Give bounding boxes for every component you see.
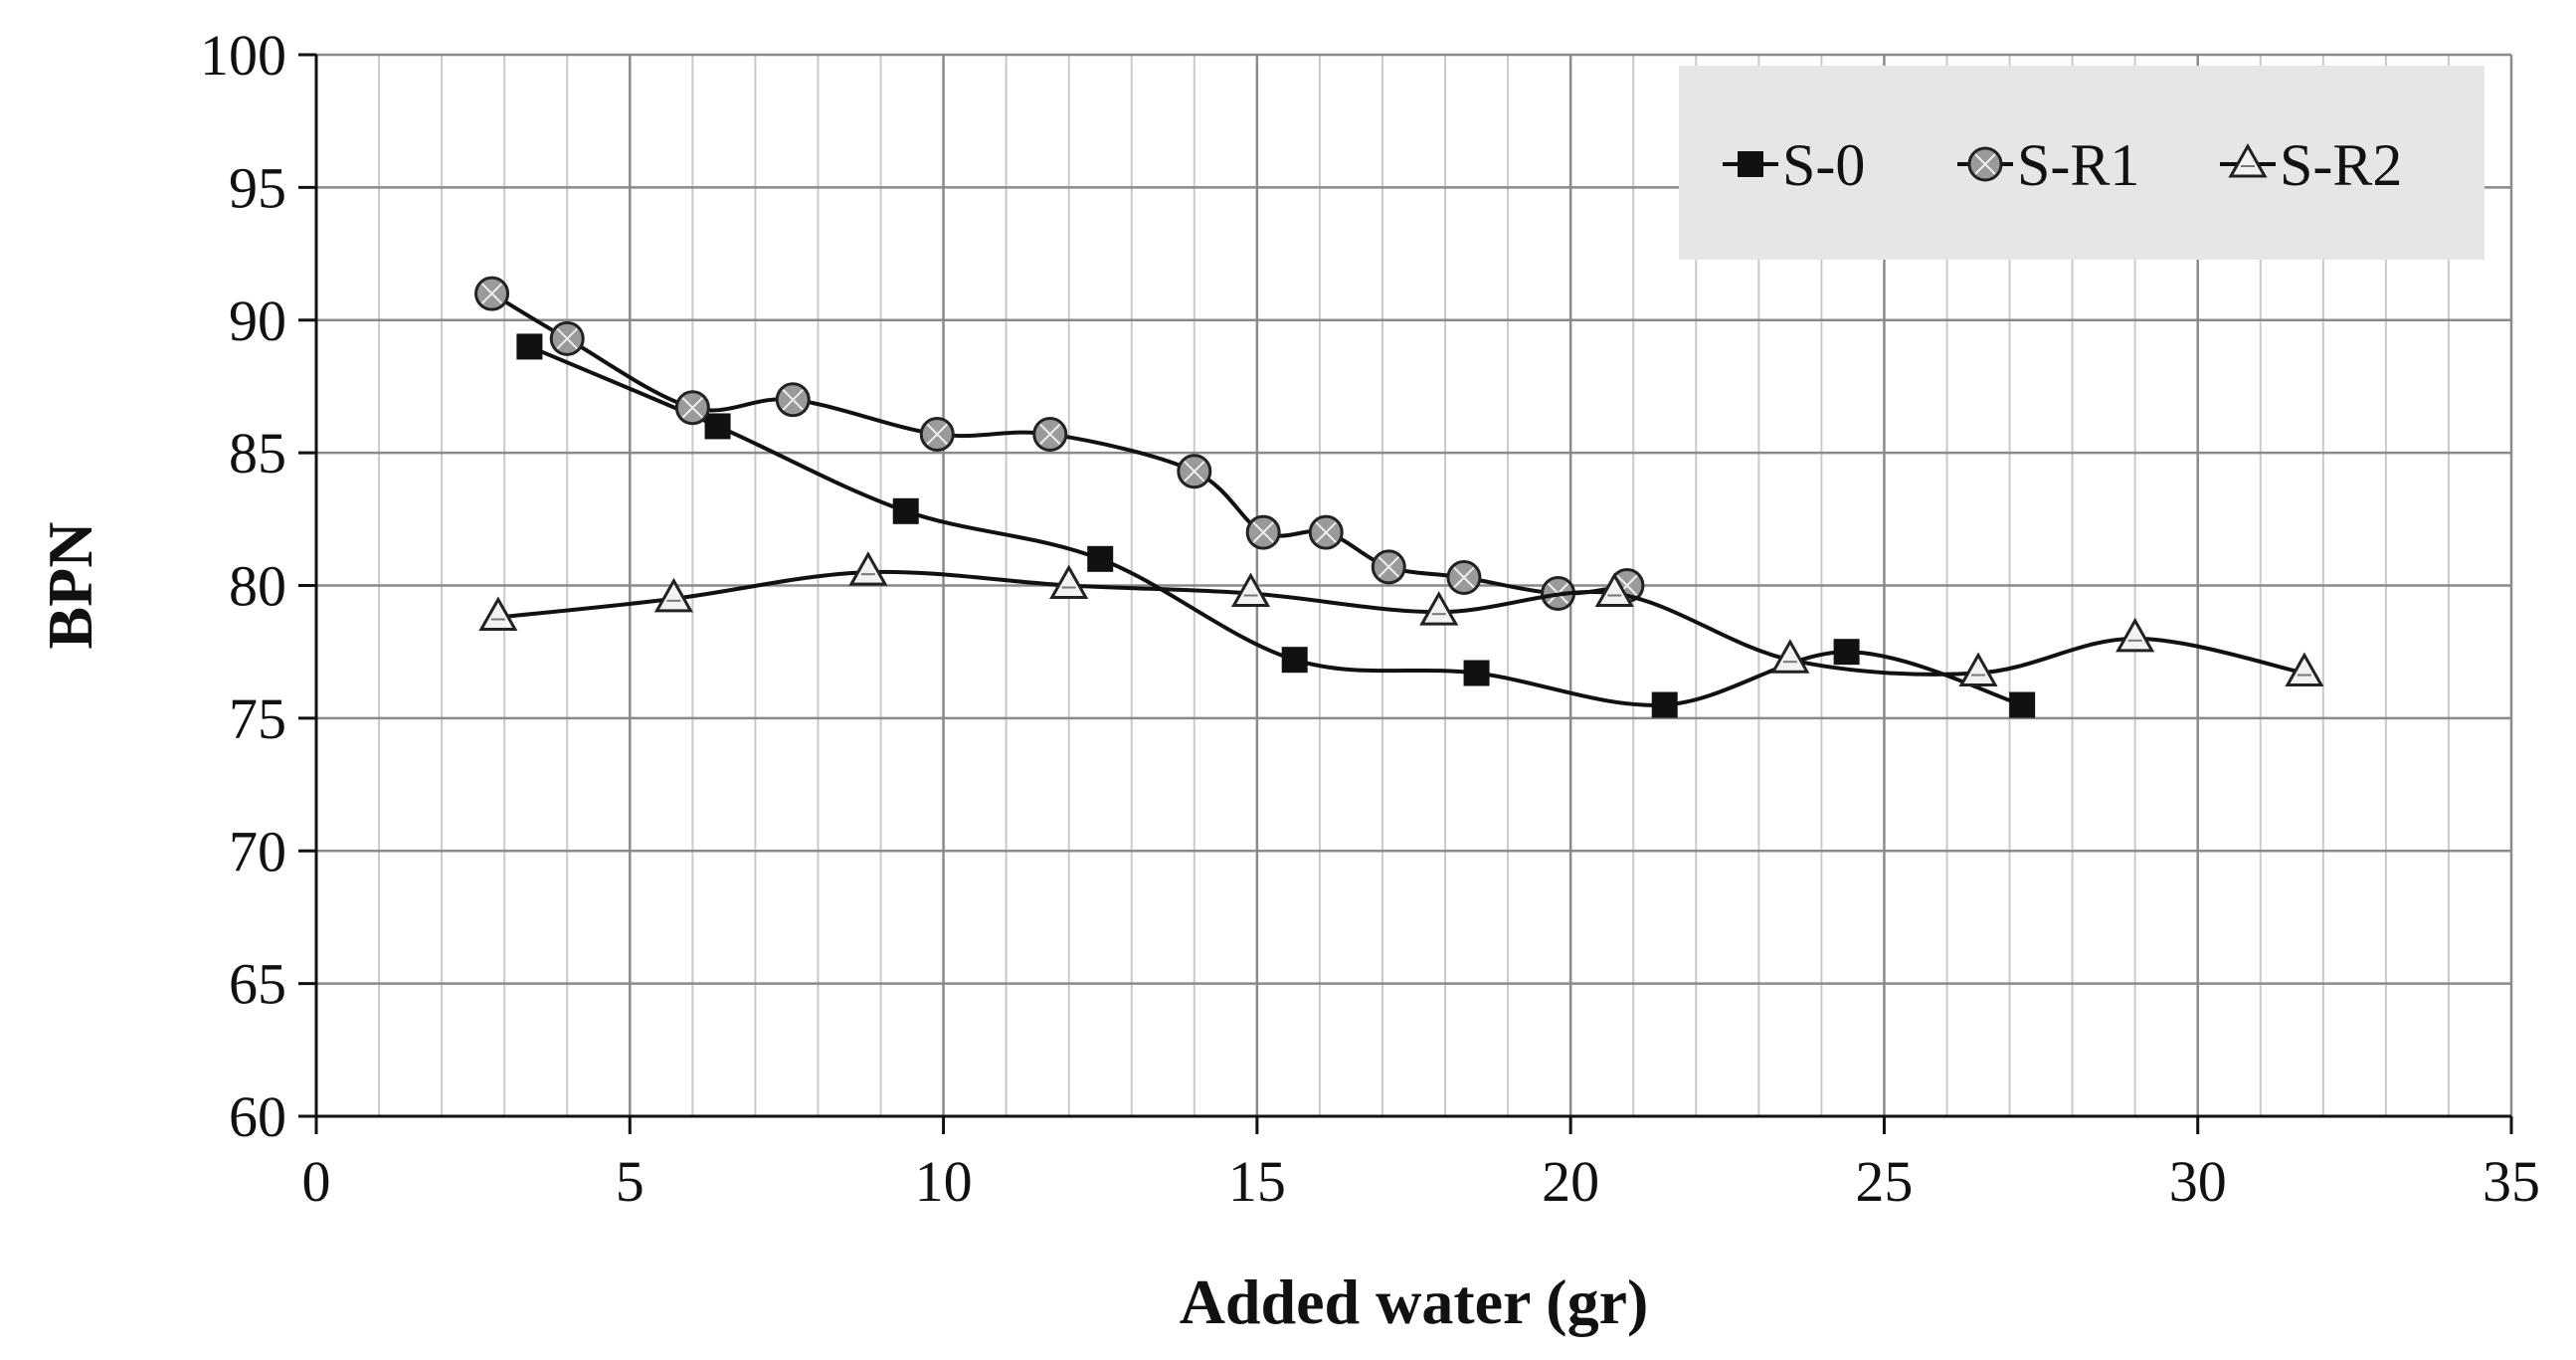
circle-marker-hatch (556, 327, 578, 350)
legend: S-0 S-R1 S-R2 (1679, 66, 2484, 260)
triangle-marker-body (1419, 591, 1459, 626)
data-point (1308, 514, 1344, 550)
triangle-marker-body (848, 551, 888, 586)
data-point (892, 497, 919, 524)
data-point (516, 333, 543, 360)
legend-label: S-R1 (2017, 132, 2139, 198)
y-tick-label: 70 (229, 819, 286, 883)
data-point (474, 276, 510, 311)
data-point (1770, 639, 1810, 674)
data-point (1087, 545, 1114, 572)
triangle-marker-body (1230, 572, 1271, 608)
data-point (1594, 572, 1634, 608)
x-tick-label: 25 (1855, 1149, 1913, 1214)
data-point (1463, 660, 1490, 686)
data-point (653, 577, 693, 613)
triangle-marker-body (2116, 617, 2155, 653)
data-point (1281, 647, 1308, 674)
series-group (474, 276, 2324, 718)
circle-marker-hatch (681, 397, 704, 419)
series-s-r1 (474, 276, 1645, 612)
data-point (2285, 652, 2324, 687)
series-line (497, 569, 2305, 677)
y-tick-label: 75 (229, 686, 286, 751)
y-axis-label: BPN (35, 522, 105, 650)
circle-marker-hatch (1453, 566, 1475, 589)
y-tick-label: 90 (229, 289, 286, 353)
data-point (549, 320, 585, 356)
legend-marker (1967, 146, 2003, 182)
y-tick-label: 85 (229, 421, 286, 486)
triangle-marker-body (1958, 652, 1998, 687)
circle-marker-hatch (1378, 556, 1399, 578)
triangle-marker-body (1049, 564, 1089, 599)
data-point (674, 390, 710, 426)
circle-marker-hatch (782, 389, 804, 411)
data-point (1230, 572, 1271, 608)
data-point (1833, 639, 1860, 666)
triangle-marker-body (1594, 572, 1634, 608)
data-point (2009, 691, 2036, 718)
axes: 0 5 10 15 20 25 30 35 60 65 70 75 80 85 90 95 100 (200, 23, 2540, 1214)
legend-label: S-R2 (2280, 132, 2402, 198)
data-point (848, 551, 888, 586)
grid (316, 53, 2513, 1116)
data-point (1371, 549, 1406, 585)
data-point (1419, 591, 1459, 626)
data-point (1049, 564, 1089, 599)
legend-marker (2228, 142, 2268, 178)
data-point (919, 416, 955, 452)
circle-marker-hatch (926, 423, 948, 446)
x-tick-label: 10 (915, 1149, 973, 1214)
x-tick-label: 20 (1542, 1149, 1599, 1214)
circle-marker-hatch (1184, 461, 1205, 483)
x-tick-label: 35 (2483, 1149, 2540, 1214)
x-tick-label: 30 (2169, 1149, 2227, 1214)
y-tick-label: 80 (229, 554, 286, 619)
circle-marker-hatch (1315, 521, 1337, 543)
y-tick-label: 60 (229, 1084, 286, 1149)
data-point (1651, 691, 1678, 718)
data-point (775, 382, 811, 418)
data-point (704, 413, 731, 440)
y-tick-label: 95 (229, 155, 286, 220)
x-tick-label: 5 (616, 1149, 644, 1214)
x-tick-label: 0 (302, 1149, 331, 1214)
y-tick-label: 65 (229, 952, 286, 1017)
legend-box (1679, 66, 2484, 260)
data-point (1177, 454, 1212, 489)
legend-label: S-0 (1782, 132, 1865, 198)
x-axis-label: Added water (gr) (1180, 1266, 1649, 1337)
triangle-marker-body (2285, 652, 2324, 687)
circle-marker-hatch (1252, 521, 1274, 543)
triangle-marker-body (2228, 142, 2268, 178)
data-point (1958, 652, 1998, 687)
x-tick-label: 15 (1228, 1149, 1286, 1214)
circle-marker-hatch (1039, 423, 1061, 446)
data-point (2116, 617, 2155, 653)
data-point (1446, 559, 1482, 595)
triangle-marker-body (653, 577, 693, 613)
data-point (1032, 416, 1068, 452)
circle-marker-hatch (1974, 153, 1996, 175)
data-point (478, 596, 518, 632)
triangle-marker-body (478, 596, 518, 632)
series-s-r2 (478, 551, 2324, 687)
data-point (1245, 514, 1281, 550)
legend-marker (1738, 151, 1763, 177)
y-tick-label: 100 (200, 23, 286, 88)
triangle-marker-body (1770, 639, 1810, 674)
circle-marker-hatch (480, 283, 503, 304)
